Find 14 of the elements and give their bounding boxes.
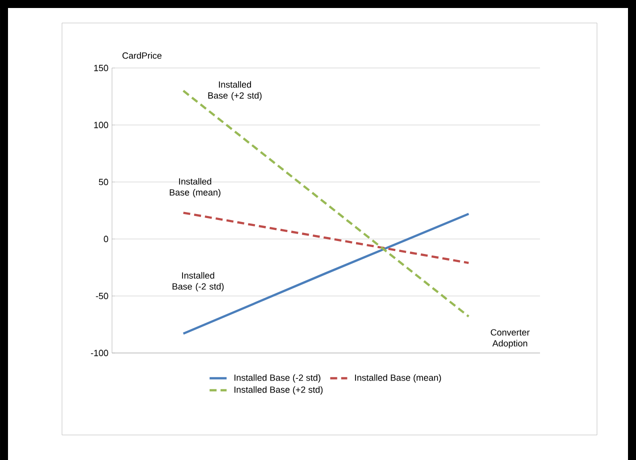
y-tick-label: -100 bbox=[90, 350, 108, 356]
annotation: Installed Base (mean) bbox=[170, 178, 220, 198]
y-tick-label: 150 bbox=[94, 64, 108, 72]
y-tick-label: -50 bbox=[96, 292, 108, 300]
legend-label: Installed Base (+2 std) bbox=[234, 386, 323, 395]
legend-label: Installed Base (-2 std) bbox=[234, 374, 320, 383]
y-tick-label: 50 bbox=[98, 178, 108, 186]
annotation: Installed Base (+2 std) bbox=[208, 81, 262, 100]
annotation: Installed Base (-2 std) bbox=[172, 272, 224, 292]
y-tick-label: 0 bbox=[104, 236, 108, 242]
y-tick-label: 100 bbox=[94, 122, 108, 128]
x-axis-title: Converter Adoption bbox=[490, 329, 530, 348]
legend-label: Installed Base (mean) bbox=[355, 374, 441, 383]
y-axis-title: CardPrice bbox=[122, 52, 162, 59]
